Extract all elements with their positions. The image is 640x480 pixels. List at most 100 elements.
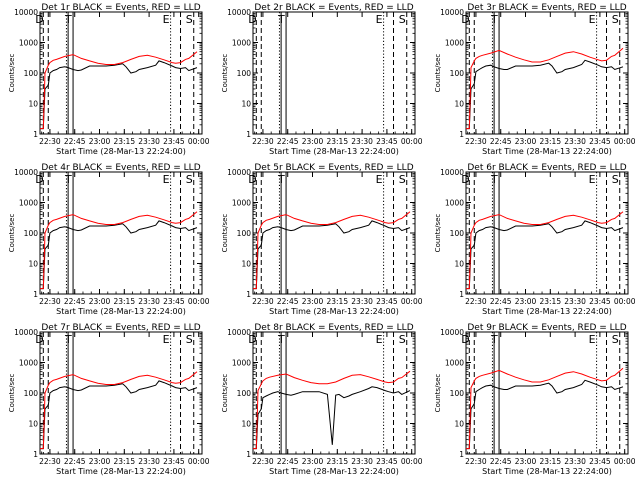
y-tick-label: 10 xyxy=(28,100,38,109)
y-tick-label: 100 xyxy=(450,389,465,398)
x-tick-label: 00:00 xyxy=(614,297,636,306)
panel-title: Det 4r BLACK = Events, RED = LLD xyxy=(41,163,200,173)
panel-det-1: Det 1r BLACK = Events, RED = LLD 1 10 100 10… xyxy=(8,3,210,156)
event-marker-label: T xyxy=(277,13,285,26)
event-marker-label: D xyxy=(461,13,469,26)
event-marker-label: T xyxy=(490,173,498,186)
event-marker-label: E xyxy=(376,173,383,186)
panel-title: Det 7r BLACK = Events, RED = LLD xyxy=(41,323,200,333)
event-marker-label: T xyxy=(64,333,72,346)
event-marker-label: E xyxy=(163,333,170,346)
event-marker-label: S xyxy=(612,13,619,26)
x-tick-label: 23:15 xyxy=(326,297,348,306)
x-tick-label: 23:00 xyxy=(515,457,537,466)
panel-title: Det 8r BLACK = Events, RED = LLD xyxy=(254,323,413,333)
panel-det-4: Det 4r BLACK = Events, RED = LLD 1 10 100 10… xyxy=(8,163,210,316)
series-line-events xyxy=(253,386,411,450)
x-tick-label: 00:00 xyxy=(401,297,423,306)
y-tick-label: 1000 xyxy=(445,199,464,208)
x-axis-label: Start Time (28-Mar-13 22:24:00) xyxy=(482,307,612,316)
x-tick-label: 22:45 xyxy=(64,137,86,146)
x-tick-label: 23:00 xyxy=(302,137,324,146)
y-tick-label: 1000 xyxy=(445,39,464,48)
plot-frame xyxy=(252,11,416,135)
x-axis-label: Start Time (28-Mar-13 22:24:00) xyxy=(269,467,399,476)
plot-frame xyxy=(39,331,203,455)
x-tick-label: 23:45 xyxy=(589,297,611,306)
series-line-events xyxy=(466,379,624,450)
x-tick-label: 23:15 xyxy=(326,137,348,146)
x-tick-label: 22:30 xyxy=(39,297,61,306)
x-tick-label: 23:45 xyxy=(163,297,185,306)
x-tick-label: 22:30 xyxy=(465,137,487,146)
y-tick-label: 1000 xyxy=(19,39,38,48)
plot-frame xyxy=(465,11,629,135)
series-line-events xyxy=(466,220,624,290)
y-tick-label: 100 xyxy=(450,69,465,78)
y-tick-label: 100 xyxy=(237,229,252,238)
x-tick-label: 23:15 xyxy=(539,457,561,466)
y-tick-label: 10 xyxy=(454,100,464,109)
y-tick-label: 10 xyxy=(241,420,251,429)
x-axis-label: Start Time (28-Mar-13 22:24:00) xyxy=(269,147,399,156)
series-line-lld xyxy=(466,211,624,290)
x-tick-label: 23:45 xyxy=(589,457,611,466)
x-tick-label: 22:30 xyxy=(252,297,274,306)
plot-frame xyxy=(252,171,416,295)
x-axis-label: Start Time (28-Mar-13 22:24:00) xyxy=(482,467,612,476)
x-tick-label: 23:15 xyxy=(113,137,135,146)
event-marker-label: S xyxy=(399,173,406,186)
x-tick-label: 23:30 xyxy=(564,137,586,146)
x-tick-label: 23:30 xyxy=(351,457,373,466)
panel-det-9: Det 9r BLACK = Events, RED = LLD 1 10 100 10… xyxy=(434,323,636,476)
x-tick-label: 22:45 xyxy=(490,297,512,306)
x-tick-label: 23:30 xyxy=(138,297,160,306)
event-marker-label: E xyxy=(376,333,383,346)
y-tick-label: 100 xyxy=(450,229,465,238)
series-line-events xyxy=(253,220,411,290)
y-axis-label: Counts/sec xyxy=(8,54,16,93)
panel-det-7: Det 7r BLACK = Events, RED = LLD 1 10 100 10… xyxy=(8,323,210,476)
x-tick-label: 23:00 xyxy=(302,297,324,306)
y-tick-label: 1 xyxy=(459,450,464,459)
event-marker-label: E xyxy=(163,13,170,26)
plot-frame xyxy=(252,331,416,455)
event-marker-label: D xyxy=(35,13,43,26)
x-tick-label: 00:00 xyxy=(401,457,423,466)
x-tick-label: 23:30 xyxy=(351,297,373,306)
y-tick-label: 10000 xyxy=(440,168,464,177)
y-tick-label: 10 xyxy=(28,260,38,269)
panel-title: Det 6r BLACK = Events, RED = LLD xyxy=(467,163,626,173)
x-tick-label: 22:30 xyxy=(252,457,274,466)
x-tick-label: 22:45 xyxy=(490,137,512,146)
y-tick-label: 10 xyxy=(241,100,251,109)
x-tick-label: 23:45 xyxy=(376,137,398,146)
event-marker-label: S xyxy=(399,13,406,26)
y-tick-label: 10000 xyxy=(227,328,251,337)
x-tick-label: 22:30 xyxy=(465,297,487,306)
series-line-lld xyxy=(253,370,411,450)
y-tick-label: 1 xyxy=(33,290,38,299)
y-tick-label: 1000 xyxy=(445,359,464,368)
x-tick-label: 22:30 xyxy=(252,137,274,146)
x-axis-label: Start Time (28-Mar-13 22:24:00) xyxy=(482,147,612,156)
x-axis-label: Start Time (28-Mar-13 22:24:00) xyxy=(269,307,399,316)
event-marker-label: S xyxy=(399,333,406,346)
x-tick-label: 00:00 xyxy=(188,297,210,306)
y-tick-label: 10 xyxy=(454,260,464,269)
x-tick-label: 23:00 xyxy=(89,297,111,306)
y-axis-label: Counts/sec xyxy=(221,374,229,413)
x-tick-label: 23:30 xyxy=(564,297,586,306)
panel-title: Det 2r BLACK = Events, RED = LLD xyxy=(254,3,413,13)
y-tick-label: 100 xyxy=(24,229,39,238)
series-line-lld xyxy=(40,51,198,130)
event-marker-label: T xyxy=(64,173,72,186)
y-tick-label: 1000 xyxy=(232,359,251,368)
x-tick-label: 23:00 xyxy=(515,137,537,146)
event-marker-label: S xyxy=(612,173,619,186)
panel-title: Det 5r BLACK = Events, RED = LLD xyxy=(254,163,413,173)
series-line-events xyxy=(466,59,624,130)
event-marker-label: S xyxy=(186,13,193,26)
x-tick-label: 23:30 xyxy=(351,137,373,146)
x-tick-label: 23:45 xyxy=(376,297,398,306)
